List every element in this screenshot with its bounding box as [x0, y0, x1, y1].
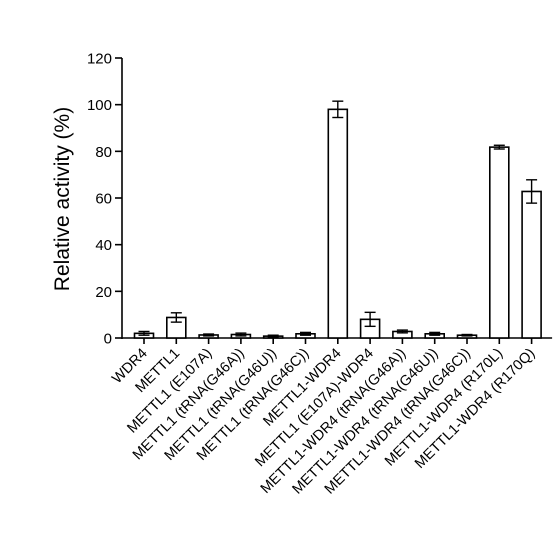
y-tick-label: 40: [95, 237, 112, 254]
bar: [327, 108, 349, 339]
error-bars: [138, 100, 538, 338]
bar: [488, 146, 510, 339]
y-axis: 0 20 40 60 80 100 120: [87, 51, 123, 348]
bar: [521, 190, 542, 339]
y-tick-label: 120: [87, 51, 112, 68]
bars: [133, 108, 542, 339]
y-tick-label: 100: [87, 97, 112, 114]
y-tick-label: 20: [95, 284, 112, 301]
y-axis-label: Relative activity (%): [51, 107, 74, 291]
y-tick-label: 0: [104, 331, 112, 348]
y-tick-label: 80: [95, 144, 112, 161]
y-tick-label: 60: [95, 191, 112, 208]
